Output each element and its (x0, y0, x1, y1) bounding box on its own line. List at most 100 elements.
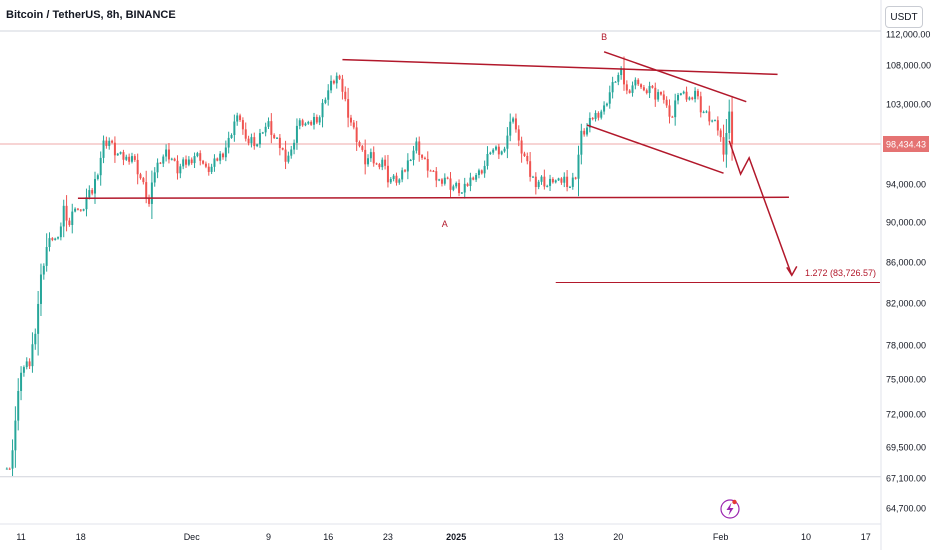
candle-body (557, 178, 560, 181)
candle-body (418, 141, 421, 155)
candle-body (699, 96, 702, 113)
candle-body (685, 91, 688, 100)
candle-body (628, 90, 631, 93)
candle-body (122, 152, 125, 160)
candle-body (185, 159, 188, 165)
current-price-label: 98,434.43 (886, 139, 926, 149)
candle-body (284, 149, 287, 162)
candle-body (105, 140, 108, 146)
candle-body (327, 90, 330, 100)
candle-body (250, 137, 253, 144)
price-tick-label: 78,000.00 (886, 341, 926, 351)
candle-body (196, 153, 199, 157)
candle-body (594, 112, 597, 120)
time-tick-label: 2025 (446, 532, 466, 542)
candle-body (324, 99, 327, 103)
candle-body (278, 137, 281, 149)
candle-body (108, 140, 111, 146)
candle-body (389, 179, 392, 183)
candle-body (270, 121, 273, 135)
candle-body (85, 197, 88, 210)
candlestick-series (5, 56, 734, 477)
candle-body (227, 137, 230, 148)
candle-body (355, 127, 358, 142)
point-b-label: B (601, 32, 607, 42)
candle-body (62, 205, 65, 227)
candle-body (500, 151, 503, 155)
candle-body (426, 158, 429, 171)
candle-body (332, 80, 335, 84)
candle-body (651, 85, 654, 88)
candle-body (597, 112, 600, 118)
candle-body (20, 372, 23, 391)
candle-body (566, 176, 569, 188)
candle-body (716, 120, 719, 131)
candle-body (221, 153, 224, 158)
candle-body (608, 92, 611, 104)
candle-body (199, 153, 202, 161)
candle-body (460, 192, 463, 194)
price-tick-label: 94,000.00 (886, 180, 926, 190)
candle-body (352, 122, 355, 128)
candle-body (719, 130, 722, 138)
candle-body (483, 165, 486, 174)
candle-body (82, 209, 85, 211)
candle-body (51, 238, 54, 240)
candle-body (466, 183, 469, 186)
candle-body (446, 177, 449, 179)
candle-body (469, 177, 472, 186)
candle-body (523, 153, 526, 156)
candle-body (22, 367, 25, 373)
candle-body (290, 149, 293, 156)
time-tick-label: 20 (613, 532, 623, 542)
candle-body (603, 105, 606, 112)
candle-body (640, 84, 643, 88)
candle-body (261, 132, 264, 134)
candle-body (276, 137, 279, 139)
candle-body (295, 125, 298, 143)
candle-body (662, 94, 665, 100)
candle-body (156, 162, 159, 173)
candle-body (475, 175, 478, 180)
candle-body (312, 116, 315, 125)
time-tick-label: 23 (383, 532, 393, 542)
candle-body (503, 148, 506, 152)
candle-body (239, 115, 242, 121)
candle-body (335, 75, 338, 84)
candle-body (506, 135, 509, 149)
candle-body (130, 156, 133, 162)
candle-body (449, 178, 452, 190)
candle-body (671, 116, 674, 118)
candle-body (668, 105, 671, 117)
candle-body (443, 177, 446, 184)
candle-body (372, 152, 375, 164)
candle-body (281, 148, 284, 150)
candle-body (142, 178, 145, 183)
candle-body (529, 161, 532, 177)
candle-body (429, 170, 432, 172)
flash-icon[interactable] (720, 499, 740, 519)
candle-body (338, 75, 341, 79)
candle-body (247, 138, 250, 144)
candle-body (344, 91, 347, 100)
candle-body (88, 190, 91, 198)
candle-body (688, 97, 691, 100)
time-tick-label: 17 (861, 532, 871, 542)
candle-body (696, 90, 699, 97)
candle-body (11, 450, 14, 469)
candle-body (406, 160, 409, 172)
candle-body (298, 120, 301, 126)
candle-body (79, 209, 82, 211)
price-tick-label: 64,700.00 (886, 504, 926, 514)
candle-body (691, 97, 694, 100)
candle-body (241, 120, 244, 130)
candle-body (659, 92, 662, 95)
candle-body (150, 182, 153, 204)
time-tick-label: 18 (76, 532, 86, 542)
candle-body (580, 130, 583, 155)
candle-body (395, 175, 398, 183)
candle-body (8, 468, 11, 470)
candle-body (534, 176, 537, 188)
currency-button[interactable]: USDT (885, 6, 923, 28)
